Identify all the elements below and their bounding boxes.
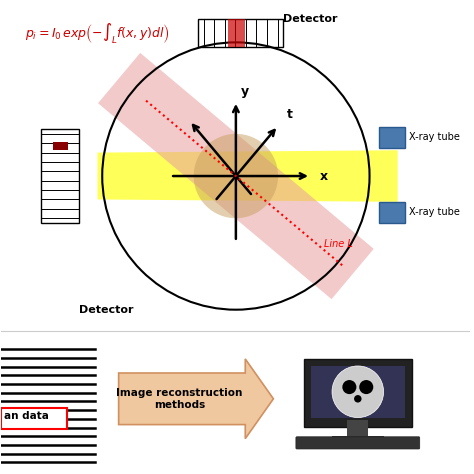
Text: an data: an data: [4, 411, 49, 421]
FancyBboxPatch shape: [296, 437, 419, 449]
Circle shape: [194, 134, 278, 218]
Text: Image reconstruction
methods: Image reconstruction methods: [117, 388, 243, 410]
Polygon shape: [98, 53, 374, 299]
Text: Line L: Line L: [324, 239, 353, 249]
FancyBboxPatch shape: [379, 127, 405, 148]
Polygon shape: [118, 359, 273, 438]
Bar: [1, 408, 67, 429]
FancyBboxPatch shape: [311, 366, 405, 418]
Circle shape: [342, 380, 356, 394]
FancyBboxPatch shape: [41, 129, 79, 223]
Circle shape: [359, 380, 374, 394]
FancyBboxPatch shape: [379, 202, 405, 223]
Bar: [53, 142, 67, 150]
Circle shape: [354, 395, 362, 402]
FancyBboxPatch shape: [198, 19, 283, 47]
Text: t: t: [287, 109, 293, 121]
Text: y: y: [241, 85, 249, 98]
FancyBboxPatch shape: [304, 359, 412, 427]
Polygon shape: [98, 150, 398, 202]
Bar: [228, 19, 245, 47]
Text: x: x: [320, 170, 328, 182]
Bar: [332, 436, 383, 443]
Text: $p_i = I_0 \, exp\left(-\int_L f(x,y)dl\right)$: $p_i = I_0 \, exp\left(-\int_L f(x,y)dl\…: [25, 21, 170, 46]
Text: X-ray tube: X-ray tube: [410, 132, 460, 142]
Circle shape: [332, 366, 383, 418]
Text: Detector: Detector: [283, 14, 337, 24]
Text: X-ray tube: X-ray tube: [410, 208, 460, 218]
Text: Detector: Detector: [79, 305, 133, 315]
Bar: [347, 420, 368, 438]
